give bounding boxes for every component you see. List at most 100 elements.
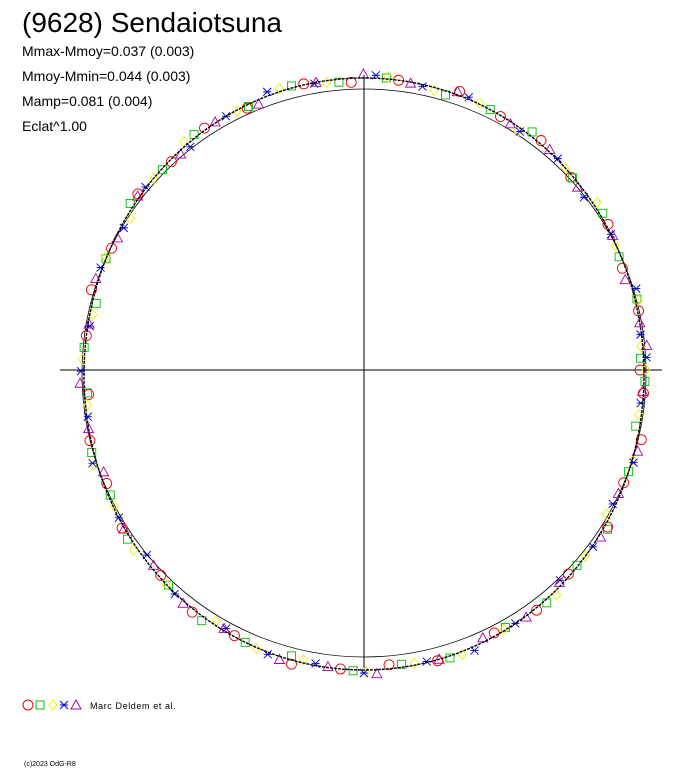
- marker: [79, 342, 89, 352]
- marker: [177, 597, 189, 608]
- stat-line: Mmax-Mmoy=0.037 (0.003): [22, 43, 194, 59]
- marker: [274, 82, 284, 95]
- marker: [84, 435, 96, 447]
- marker: [636, 330, 645, 339]
- marker: [286, 658, 297, 670]
- marker: [634, 364, 646, 376]
- marker: [513, 125, 523, 138]
- marker: [409, 657, 419, 669]
- marker: [85, 284, 97, 296]
- marker: [636, 385, 649, 396]
- marker: [383, 71, 393, 83]
- marker: [383, 659, 395, 671]
- marker: [542, 598, 552, 608]
- marker: [495, 111, 506, 122]
- marker: [606, 229, 619, 240]
- marker: [97, 465, 110, 477]
- marker: [485, 105, 495, 115]
- marker: [101, 250, 111, 263]
- title: (9628) Sendaiotsuna: [22, 7, 282, 38]
- marker: [618, 477, 630, 489]
- legend-symbol: [59, 700, 69, 710]
- marker: [101, 254, 111, 264]
- marker: [240, 637, 250, 647]
- marker: [633, 408, 644, 421]
- marker: [636, 353, 646, 363]
- marker: [149, 172, 159, 184]
- marker: [209, 115, 221, 127]
- marker: [457, 648, 467, 661]
- marker: [560, 162, 571, 174]
- marker: [531, 604, 543, 616]
- marker: [568, 173, 578, 183]
- marker: [592, 196, 602, 209]
- marker: [619, 273, 631, 285]
- legend-label: Marc Deldem et al.: [90, 701, 176, 711]
- copyright: (c)2023 OdG-R8: [24, 761, 76, 768]
- marker: [345, 76, 357, 88]
- stat-line: Eclat^1.00: [22, 118, 87, 134]
- stat-line: Mmoy-Mmin=0.044 (0.003): [22, 68, 190, 84]
- marker: [161, 578, 172, 591]
- marker: [633, 316, 646, 328]
- marker: [74, 377, 86, 388]
- marker: [475, 97, 485, 109]
- marker: [83, 318, 95, 329]
- marker: [601, 508, 612, 520]
- marker: [83, 388, 92, 398]
- marker: [189, 130, 199, 140]
- marker: [635, 434, 647, 446]
- marker: [640, 376, 650, 386]
- marker: [631, 284, 641, 293]
- marker: [123, 534, 132, 544]
- marker: [553, 154, 563, 163]
- legend-symbol: [48, 699, 58, 711]
- marker: [165, 156, 177, 168]
- marker: [82, 422, 95, 434]
- marker: [155, 569, 167, 581]
- legend: Marc Deldem et al.: [22, 698, 176, 711]
- marker: [553, 576, 566, 587]
- legend-symbol: [70, 698, 82, 710]
- marker: [286, 81, 296, 91]
- marker: [109, 500, 119, 513]
- legend-symbol: [22, 699, 34, 711]
- marker: [552, 589, 562, 601]
- marker: [631, 421, 641, 431]
- marker: [88, 308, 98, 321]
- marker: [636, 340, 646, 353]
- marker: [571, 181, 584, 192]
- fit-curve: [83, 77, 645, 671]
- marker: [170, 589, 179, 599]
- marker: [229, 630, 240, 642]
- marker: [298, 654, 309, 666]
- marker: [125, 212, 136, 224]
- marker: [562, 568, 574, 580]
- marker: [334, 77, 344, 87]
- marker: [197, 616, 207, 626]
- marker: [90, 272, 102, 283]
- marker: [322, 76, 332, 89]
- marker: [572, 560, 582, 570]
- marker: [106, 242, 118, 254]
- marker: [397, 659, 407, 669]
- marker: [174, 148, 187, 159]
- marker: [633, 294, 643, 307]
- marker: [87, 448, 97, 458]
- marker: [616, 262, 628, 274]
- marker: [357, 68, 370, 79]
- marker: [624, 467, 634, 477]
- marker: [640, 339, 653, 350]
- marker: [515, 127, 525, 136]
- marker: [252, 98, 265, 109]
- marker: [520, 611, 532, 622]
- marker: [371, 667, 383, 679]
- marker: [404, 77, 417, 88]
- marker: [101, 478, 113, 489]
- marker: [232, 105, 242, 117]
- markers: [74, 68, 653, 679]
- marker: [218, 622, 230, 633]
- marker: [348, 666, 358, 676]
- marker: [273, 653, 286, 664]
